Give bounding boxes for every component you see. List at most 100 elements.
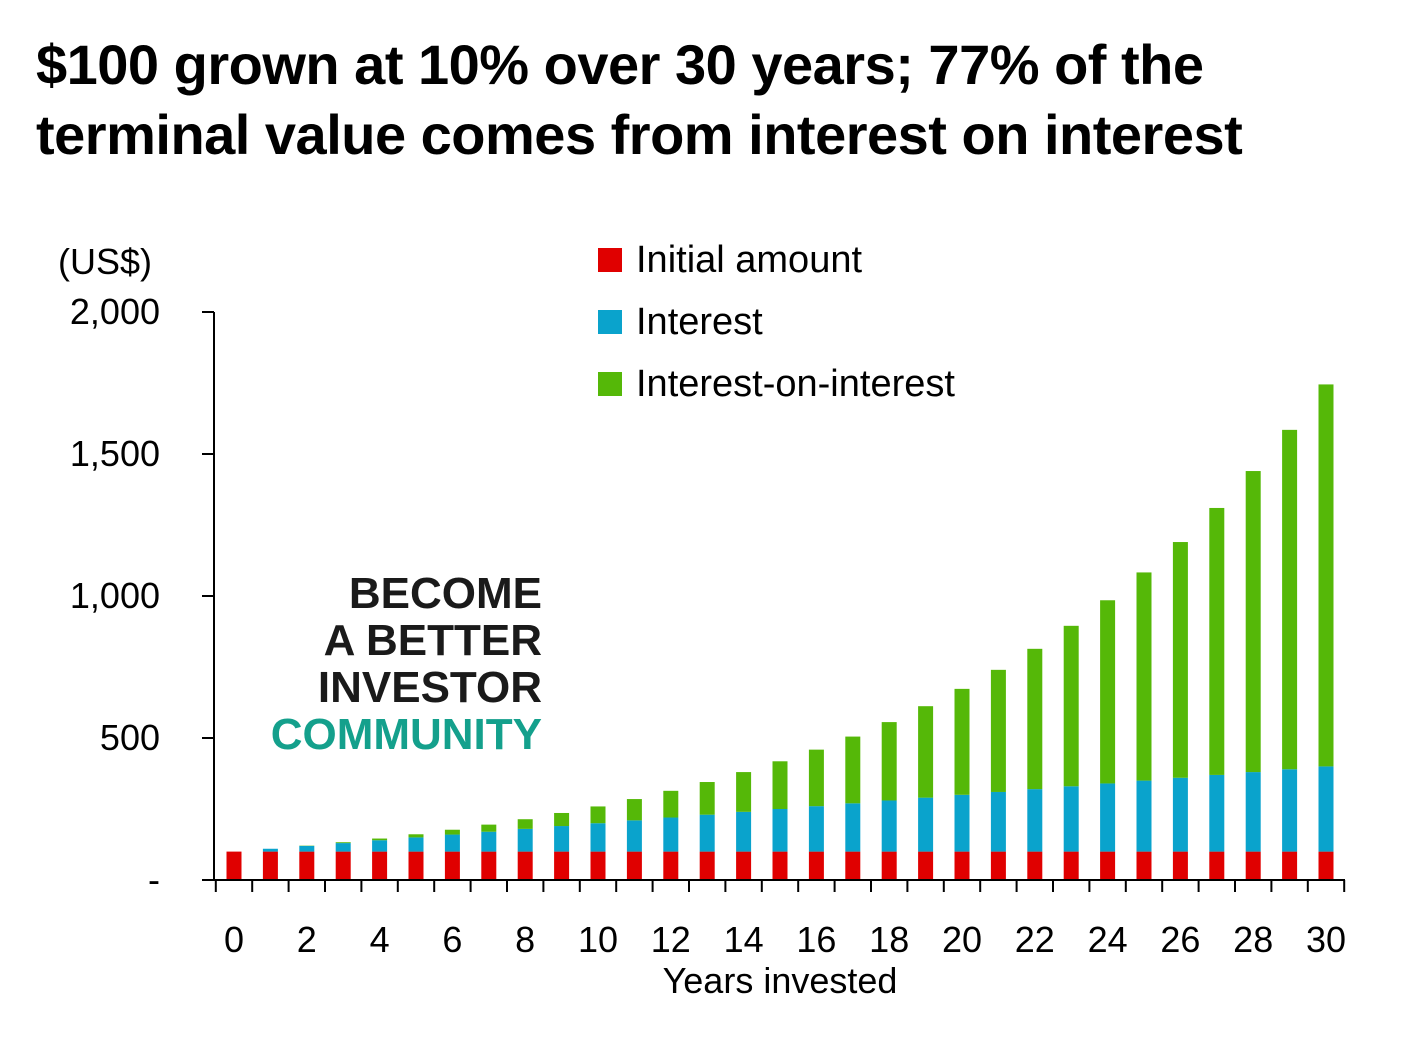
bar-segment-initial-amount-year-9: [554, 851, 570, 880]
bar-segment-initial-amount-year-30: [1318, 851, 1334, 880]
bar-segment-initial-amount-year-11: [626, 851, 642, 880]
x-tick-label-30: 30: [1306, 919, 1346, 960]
bar-segment-interest-year-7: [481, 831, 497, 852]
bar-segment-initial-amount-year-3: [335, 851, 351, 880]
bar-segment-initial-amount-year-21: [990, 851, 1006, 880]
legend-label-interest-on-interest: Interest-on-interest: [636, 363, 955, 405]
x-tick-label-2: 2: [297, 919, 317, 960]
bar-segment-initial-amount-year-2: [299, 851, 315, 880]
x-tick-label-20: 20: [942, 919, 982, 960]
bar-segment-interest-year-6: [444, 834, 460, 852]
legend-swatch-initial-amount: [598, 248, 622, 272]
bar-segment-interest-year-23: [1063, 786, 1079, 852]
y-tick-label-500: 500: [100, 717, 160, 758]
watermark: BECOME A BETTER INVESTOR COMMUNITY: [271, 569, 542, 759]
bar-segment-interest-year-9: [554, 826, 570, 852]
x-tick-label-26: 26: [1160, 919, 1200, 960]
bar-segment-interest-on-interest-year-27: [1209, 507, 1225, 775]
bar-segment-interest-on-interest-year-18: [881, 722, 897, 801]
bar-segment-interest-year-25: [1136, 780, 1152, 852]
bar-segment-interest-on-interest-year-6: [444, 829, 460, 835]
bar-segment-initial-amount-year-17: [845, 851, 861, 880]
bar-segment-interest-year-1: [262, 848, 278, 852]
bar-segment-initial-amount-year-15: [772, 851, 788, 880]
bar-segment-interest-on-interest-year-8: [517, 819, 533, 829]
bar-segment-interest-year-11: [626, 820, 642, 852]
y-tick-label-0: -: [148, 859, 160, 900]
bar-segment-initial-amount-year-22: [1027, 851, 1043, 880]
bar-segment-interest-year-19: [918, 797, 934, 852]
bar-segment-interest-on-interest-year-23: [1063, 625, 1079, 787]
bar-segment-interest-on-interest-year-9: [554, 812, 570, 827]
bar-segment-interest-on-interest-year-16: [808, 749, 824, 807]
bar-segment-interest-on-interest-year-17: [845, 736, 861, 804]
x-tick-label-28: 28: [1233, 919, 1273, 960]
bar-segment-interest-year-4: [372, 840, 388, 852]
bar-segment-interest-year-27: [1209, 774, 1225, 852]
legend-label-initial-amount: Initial amount: [636, 239, 862, 281]
x-tick-label-8: 8: [515, 919, 535, 960]
bar-segment-initial-amount-year-13: [699, 851, 715, 880]
bar-segment-initial-amount-year-18: [881, 851, 897, 880]
legend-swatch-interest-on-interest: [598, 372, 622, 396]
bar-segment-interest-year-2: [299, 845, 315, 852]
bar-segment-interest-on-interest-year-26: [1172, 542, 1188, 778]
bar-segment-initial-amount-year-4: [372, 851, 388, 880]
bar-segment-interest-year-12: [663, 817, 679, 852]
x-tick-label-14: 14: [724, 919, 764, 960]
bar-segment-initial-amount-year-26: [1172, 851, 1188, 880]
y-tick-label-2000: 2,000: [70, 291, 160, 332]
bar-segment-interest-on-interest-year-11: [626, 799, 642, 821]
bar-segment-interest-on-interest-year-4: [372, 838, 388, 841]
bar-segment-initial-amount-year-20: [954, 851, 970, 880]
watermark-line-2: A BETTER: [324, 616, 542, 665]
chart-title: $100 grown at 10% over 30 years; 77% of …: [36, 33, 1243, 166]
y-tick-label-1000: 1,000: [70, 575, 160, 616]
bar-segment-interest-on-interest-year-12: [663, 790, 679, 818]
bar-segment-interest-on-interest-year-14: [736, 772, 752, 812]
bar-segment-interest-year-22: [1027, 789, 1043, 852]
bar-segment-initial-amount-year-19: [918, 851, 934, 880]
bar-segment-initial-amount-year-10: [590, 851, 606, 880]
bar-segment-interest-year-10: [590, 823, 606, 852]
bar-segment-interest-on-interest-year-28: [1245, 471, 1261, 773]
bar-segment-interest-on-interest-year-15: [772, 761, 788, 809]
bar-segment-interest-year-18: [881, 800, 897, 852]
bar-segment-initial-amount-year-29: [1282, 851, 1298, 880]
bar-segment-interest-year-28: [1245, 772, 1261, 852]
bar-segment-interest-year-21: [990, 791, 1006, 852]
y-tick-label-1500: 1,500: [70, 433, 160, 474]
bar-segment-interest-year-13: [699, 814, 715, 852]
bar-segment-interest-on-interest-year-29: [1282, 429, 1298, 770]
bar-segment-initial-amount-year-24: [1100, 851, 1116, 880]
bar-segment-interest-on-interest-year-25: [1136, 572, 1152, 781]
bar-segment-interest-on-interest-year-3: [335, 842, 351, 844]
bar-segment-interest-on-interest-year-24: [1100, 600, 1116, 784]
watermark-line-1: BECOME: [349, 569, 542, 618]
bar-segment-interest-on-interest-year-7: [481, 824, 497, 832]
bar-segment-initial-amount-year-5: [408, 851, 424, 880]
bar-segment-initial-amount-year-1: [262, 851, 278, 880]
bar-segment-interest-on-interest-year-20: [954, 688, 970, 795]
bar-segment-interest-year-14: [736, 811, 752, 852]
bar-segment-initial-amount-year-23: [1063, 851, 1079, 880]
bar-segment-interest-year-24: [1100, 783, 1116, 852]
bar-segment-interest-on-interest-year-10: [590, 806, 606, 824]
bar-segment-initial-amount-year-7: [481, 851, 497, 880]
x-tick-label-16: 16: [796, 919, 836, 960]
bar-segment-initial-amount-year-6: [444, 851, 460, 880]
bar-segment-initial-amount-year-12: [663, 851, 679, 880]
bar-segment-initial-amount-year-8: [517, 851, 533, 880]
x-axis-label: Years invested: [663, 960, 898, 1001]
bar-segment-interest-on-interest-year-21: [990, 669, 1006, 792]
legend: Initial amount Interest Interest-on-intere…: [598, 239, 955, 405]
bar-segment-interest-year-17: [845, 803, 861, 852]
x-tick-label-18: 18: [869, 919, 909, 960]
bar-segment-initial-amount-year-0: [226, 851, 242, 880]
bar-segment-initial-amount-year-14: [736, 851, 752, 880]
bar-segment-interest-year-30: [1318, 766, 1334, 852]
x-tick-label-0: 0: [224, 919, 244, 960]
legend-label-interest: Interest: [636, 301, 763, 343]
bar-segment-interest-year-16: [808, 806, 824, 852]
